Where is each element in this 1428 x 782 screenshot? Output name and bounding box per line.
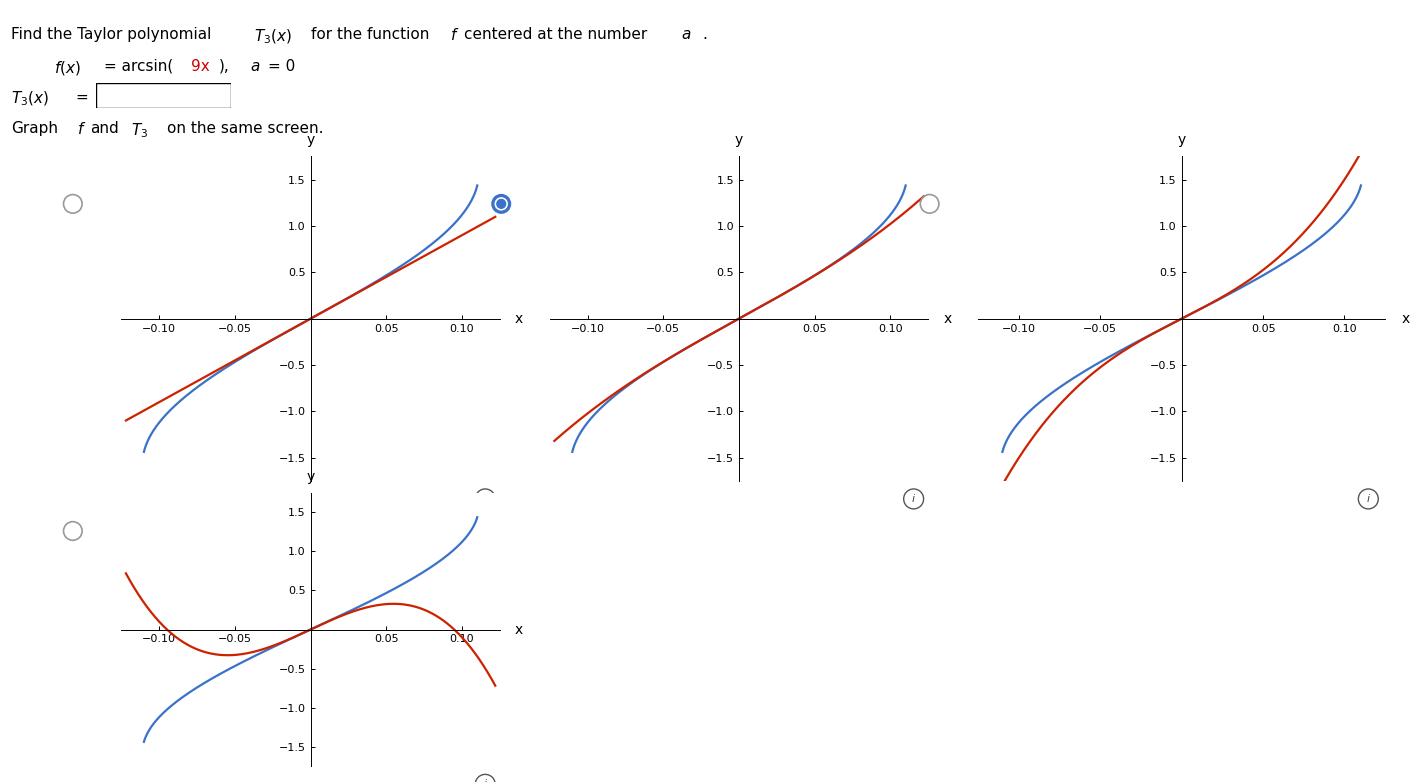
Text: centered at the number: centered at the number	[464, 27, 647, 42]
Text: i: i	[484, 780, 487, 782]
Text: $T_3$: $T_3$	[131, 121, 149, 140]
Text: x: x	[1401, 312, 1409, 325]
Text: y: y	[1178, 133, 1185, 147]
Text: y: y	[307, 133, 314, 147]
Text: $f$: $f$	[77, 121, 87, 137]
Text: y: y	[307, 471, 314, 484]
Text: $f(x)$: $f(x)$	[54, 59, 81, 77]
Text: on the same screen.: on the same screen.	[167, 121, 324, 136]
Text: i: i	[484, 494, 487, 504]
FancyBboxPatch shape	[96, 83, 231, 108]
Text: i: i	[912, 494, 915, 504]
Text: Find the Taylor polynomial: Find the Taylor polynomial	[11, 27, 211, 42]
Text: x: x	[944, 312, 951, 325]
Text: $T_3(x)$: $T_3(x)$	[254, 27, 293, 46]
Text: $f$: $f$	[450, 27, 460, 43]
Text: Graph: Graph	[11, 121, 59, 136]
Text: i: i	[1367, 494, 1369, 504]
Text: $a$: $a$	[681, 27, 691, 42]
Circle shape	[491, 195, 511, 213]
Text: $a$: $a$	[250, 59, 260, 74]
Text: x: x	[516, 312, 523, 325]
Text: for the function: for the function	[311, 27, 430, 42]
Text: = arcsin(: = arcsin(	[104, 59, 173, 74]
Text: ),: ),	[218, 59, 230, 74]
Text: 9x: 9x	[191, 59, 210, 74]
Text: $T_3(x)$: $T_3(x)$	[11, 90, 50, 109]
Circle shape	[497, 199, 506, 208]
Text: .: .	[703, 27, 707, 42]
Text: = 0: = 0	[268, 59, 296, 74]
Text: y: y	[735, 133, 743, 147]
Text: and: and	[90, 121, 119, 136]
Circle shape	[496, 198, 507, 210]
Text: x: x	[516, 622, 523, 637]
Text: =: =	[76, 90, 89, 105]
